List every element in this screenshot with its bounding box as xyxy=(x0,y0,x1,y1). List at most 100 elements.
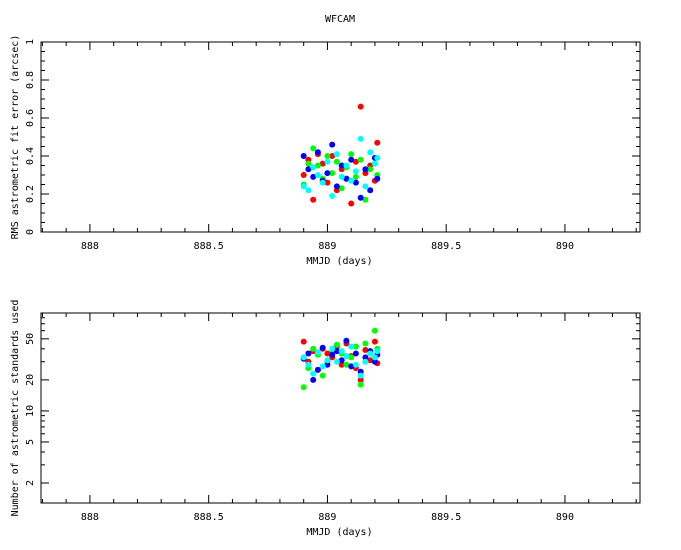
data-point-green xyxy=(329,170,336,177)
data-point-cyan xyxy=(362,183,369,190)
series-cyan xyxy=(300,135,381,199)
data-point-cyan xyxy=(300,354,307,361)
y-tick-label: 0.6 xyxy=(25,109,36,127)
data-point-cyan xyxy=(367,350,374,357)
data-point-blue xyxy=(348,156,355,163)
data-point-blue xyxy=(374,175,381,182)
data-point-blue xyxy=(371,358,378,365)
data-point-cyan xyxy=(348,177,355,184)
data-point-cyan xyxy=(338,348,345,355)
data-point-blue xyxy=(333,183,340,190)
data-point-blue xyxy=(333,348,340,355)
data-point-cyan xyxy=(305,361,312,368)
data-point-blue xyxy=(343,175,350,182)
data-point-cyan xyxy=(338,173,345,180)
data-point-blue xyxy=(324,170,331,177)
data-point-green xyxy=(352,343,359,350)
data-point-red xyxy=(367,357,374,364)
data-point-blue xyxy=(305,166,312,173)
data-point-red xyxy=(324,350,331,357)
data-point-blue xyxy=(338,357,345,364)
x-tick-label: 890 xyxy=(556,241,574,252)
data-point-green xyxy=(362,340,369,347)
data-point-blue xyxy=(300,153,307,159)
data-point-red xyxy=(300,172,307,178)
data-point-red xyxy=(371,338,378,345)
x-tick-label: 889.5 xyxy=(431,512,461,523)
data-point-green xyxy=(333,158,340,165)
data-point-cyan xyxy=(352,168,359,175)
y-axis-label: RMS astrometric fit error (arcsec) xyxy=(10,35,21,240)
data-point-cyan xyxy=(374,348,381,355)
data-point-red xyxy=(329,153,336,159)
data-point-green xyxy=(348,354,355,361)
chart-title: WFCAM xyxy=(325,14,355,25)
data-point-green xyxy=(305,160,312,167)
data-point-red xyxy=(357,376,364,383)
plot-frame xyxy=(40,41,641,233)
data-point-green xyxy=(300,384,307,391)
data-point-red xyxy=(357,103,364,110)
y-axis-label: Number of astrometric standards used xyxy=(10,300,21,517)
data-point-cyan xyxy=(324,158,331,165)
y-tick-label: 10 xyxy=(25,405,36,417)
data-point-red xyxy=(310,196,317,203)
y-tick-label: 20 xyxy=(25,374,36,386)
data-point-blue xyxy=(329,351,336,358)
y-tick-label: 2 xyxy=(25,480,36,486)
data-point-cyan xyxy=(348,343,355,350)
y-tick-label: 50 xyxy=(25,333,36,345)
data-point-cyan xyxy=(310,164,317,171)
x-axis-label: MMJD (days) xyxy=(306,256,372,267)
data-point-cyan xyxy=(374,154,381,161)
x-tick-label: 889.5 xyxy=(431,241,461,252)
data-point-cyan xyxy=(329,192,336,199)
data-point-cyan xyxy=(319,363,326,370)
data-point-cyan xyxy=(310,370,317,377)
data-point-red xyxy=(348,200,355,207)
data-point-cyan xyxy=(371,160,378,167)
data-point-red xyxy=(374,139,381,146)
data-point-blue xyxy=(348,363,355,370)
data-point-blue xyxy=(362,354,369,361)
data-point-blue xyxy=(329,141,336,148)
data-point-red xyxy=(362,347,369,353)
data-point-green xyxy=(343,361,350,368)
data-point-blue xyxy=(305,350,312,357)
data-point-blue xyxy=(310,173,317,180)
x-tick-label: 890 xyxy=(556,512,574,523)
data-point-cyan xyxy=(314,349,321,356)
data-point-red xyxy=(319,160,326,167)
data-point-green xyxy=(352,173,359,180)
data-point-blue xyxy=(352,350,359,357)
y-tick-label: 5 xyxy=(25,439,36,445)
data-point-cyan xyxy=(362,358,369,365)
data-point-blue xyxy=(343,337,350,344)
data-point-cyan xyxy=(357,135,364,142)
data-point-green xyxy=(367,166,374,173)
data-point-blue xyxy=(314,149,321,156)
data-point-cyan xyxy=(300,183,307,190)
data-point-blue xyxy=(310,376,317,383)
y-tick-label: 1 xyxy=(25,39,36,45)
data-point-cyan xyxy=(343,162,350,169)
data-point-green xyxy=(371,327,378,334)
plot-1: 888 888.5 889 889.5 890 0 0.2 0.4 0.6 0.8 1 MMJD (d… xyxy=(10,35,641,267)
data-point-green xyxy=(333,341,340,348)
data-point-cyan xyxy=(329,345,336,352)
data-point-blue xyxy=(338,162,345,169)
data-point-blue xyxy=(357,194,364,201)
x-tick-label: 888 xyxy=(81,241,99,252)
data-point-cyan xyxy=(333,151,340,158)
data-point-green xyxy=(319,372,326,379)
data-point-green xyxy=(357,156,364,163)
y-tick-label: 0.4 xyxy=(25,147,36,165)
data-point-red xyxy=(300,338,307,345)
x-tick-label: 888 xyxy=(81,512,99,523)
data-point-blue xyxy=(314,366,321,373)
data-point-green xyxy=(324,153,331,159)
data-point-cyan xyxy=(371,354,378,361)
data-point-cyan xyxy=(352,361,359,368)
